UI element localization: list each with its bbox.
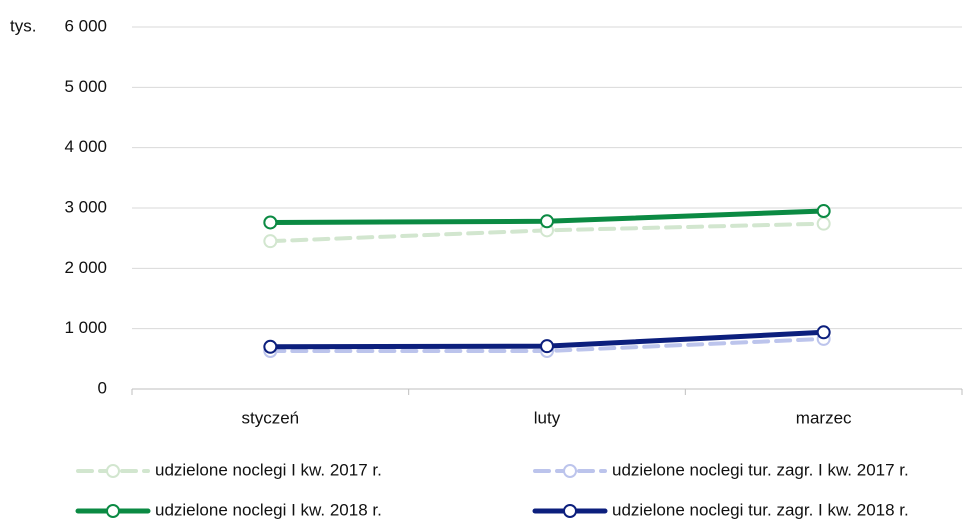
data-point (263, 339, 278, 354)
data-point (816, 216, 831, 231)
legend-marker (106, 464, 120, 478)
y-unit-label: tys. (10, 16, 36, 35)
legend-label: udzielone noclegi tur. zagr. I kw. 2018 … (612, 500, 909, 519)
y-tick-label: 3 000 (64, 197, 107, 216)
x-tick-label: luty (534, 408, 561, 427)
data-point (263, 234, 278, 249)
y-tick-label: 4 000 (64, 137, 107, 156)
legend-label: udzielone noclegi I kw. 2017 r. (155, 460, 382, 479)
legend-label: udzielone noclegi I kw. 2018 r. (155, 500, 382, 519)
data-point (263, 215, 278, 230)
data-point (816, 204, 831, 219)
y-tick-label: 0 (98, 378, 107, 397)
data-point (540, 339, 554, 354)
data-point (816, 325, 831, 340)
x-tick-label: styczeń (242, 408, 300, 427)
legend-marker (563, 464, 577, 478)
data-point (540, 214, 554, 229)
legend-marker (106, 504, 120, 518)
y-tick-label: 5 000 (64, 77, 107, 96)
y-tick-label: 6 000 (64, 16, 107, 35)
x-tick-label: marzec (796, 408, 852, 427)
y-tick-label: 2 000 (64, 258, 107, 277)
legend-marker (563, 504, 577, 518)
y-tick-label: 1 000 (64, 318, 107, 337)
legend-label: udzielone noclegi tur. zagr. I kw. 2017 … (612, 460, 909, 479)
